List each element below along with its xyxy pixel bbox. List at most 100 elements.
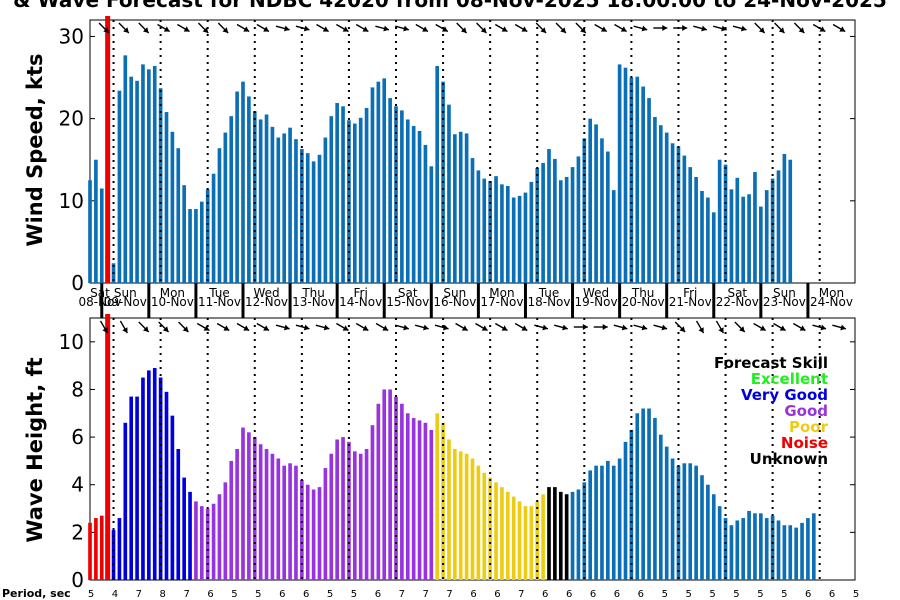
wind-bar [464, 133, 469, 283]
date-label: 17-Nov [480, 295, 523, 309]
day-of-week-label: Sun [114, 286, 137, 300]
wave-bar [800, 522, 804, 580]
direction-arrowhead [163, 26, 170, 32]
wind-bar [129, 76, 134, 283]
direction-arrowhead [342, 325, 349, 331]
direction-arrowhead [721, 25, 727, 32]
direction-arrowhead [521, 26, 528, 32]
direction-arrowhead [641, 324, 648, 331]
wind-bar [453, 134, 457, 283]
wind-bar [623, 67, 628, 283]
wave-bar [564, 494, 569, 580]
wave-bar [759, 513, 763, 580]
wave-bar [505, 491, 510, 580]
wind-bar [282, 133, 287, 283]
wave-bar [370, 425, 375, 580]
chart-title: & Wave Forecast for NDBC 42020 from 08-N… [13, 0, 887, 12]
period-value: 6 [829, 589, 835, 600]
wind-bar [700, 190, 704, 283]
wave-bar [211, 503, 216, 580]
wind-bar [611, 190, 616, 283]
wind-bar [152, 66, 157, 284]
wave-bar [423, 422, 428, 580]
wind-bar [170, 131, 175, 283]
direction-arrowhead [759, 325, 766, 331]
wave-bar [558, 491, 563, 580]
wave-bar [582, 482, 587, 580]
wave-bar [588, 470, 593, 580]
wind-bar [629, 77, 634, 283]
wave-bar [617, 458, 622, 580]
wave-bar [164, 391, 169, 580]
wave-bar [241, 427, 245, 580]
direction-arrowhead [222, 27, 229, 33]
day-of-week-label: Sun [773, 286, 796, 300]
direction-arrowhead [223, 325, 230, 331]
wind-bar [670, 143, 675, 283]
wind-bar [647, 98, 651, 283]
period-value: 7 [423, 589, 429, 600]
wind-bar [470, 158, 475, 283]
wind-bar [88, 180, 92, 283]
wave-bar [276, 458, 281, 580]
y-tick-label: 2 [71, 520, 84, 544]
direction-arrowhead [740, 25, 747, 32]
wave-bar [152, 368, 157, 580]
period-value: 6 [614, 589, 620, 600]
period-value: 6 [494, 589, 500, 600]
wave-bar [682, 463, 687, 580]
direction-arrowhead [621, 324, 628, 331]
wind-bar [370, 87, 375, 283]
wind-bar [447, 104, 451, 283]
wave-bar [570, 491, 575, 580]
wave-bar [199, 506, 204, 580]
wind-bar [182, 185, 186, 283]
wind-bar [376, 81, 381, 283]
direction-arrowhead [122, 327, 128, 334]
wave-bar [382, 389, 387, 580]
wave-bar [88, 522, 92, 580]
wind-bar [241, 81, 245, 283]
wind-bar [488, 181, 492, 283]
direction-arrowhead [182, 326, 189, 332]
date-label: 08-Nov [78, 295, 121, 309]
wave-bar [770, 515, 775, 580]
wind-bar [511, 197, 516, 283]
wave-bar [553, 487, 557, 580]
direction-arrowhead [562, 324, 568, 331]
y-tick-label: 20 [59, 107, 84, 131]
wave-bar [629, 429, 634, 580]
wave-bar [653, 418, 657, 580]
direction-arrowhead [602, 324, 608, 330]
wind-bar [653, 116, 657, 283]
wind-ylabel: Wind Speed, kts [23, 53, 47, 246]
wave-bar [706, 484, 710, 580]
wind-bar [788, 159, 793, 283]
wave-bar [670, 458, 675, 580]
wave-bar [658, 434, 663, 580]
wind-bar [482, 178, 487, 283]
direction-arrowhead [662, 25, 668, 31]
wave-bar [182, 477, 186, 580]
wind-bar [188, 209, 192, 283]
direction-arrowhead [718, 327, 724, 334]
direction-arrowhead [540, 27, 547, 33]
direction-arrowhead [521, 325, 528, 331]
wind-bar [423, 144, 428, 283]
wind-bar [176, 148, 181, 283]
direction-arrowhead [123, 27, 129, 33]
wave-bar [435, 413, 440, 580]
period-value: 6 [542, 589, 548, 600]
wind-bar [753, 172, 757, 283]
wind-bar [364, 107, 369, 283]
date-label: 24-Nov [810, 295, 853, 309]
direction-arrowhead [460, 27, 467, 33]
wave-bar [229, 460, 234, 580]
wave-bar [270, 453, 275, 580]
wind-bar [706, 197, 710, 283]
wave-bar [447, 439, 451, 580]
wave-bar [788, 525, 793, 580]
period-value: 7 [518, 589, 524, 600]
wind-bar [247, 96, 251, 283]
wave-bar [476, 465, 481, 580]
